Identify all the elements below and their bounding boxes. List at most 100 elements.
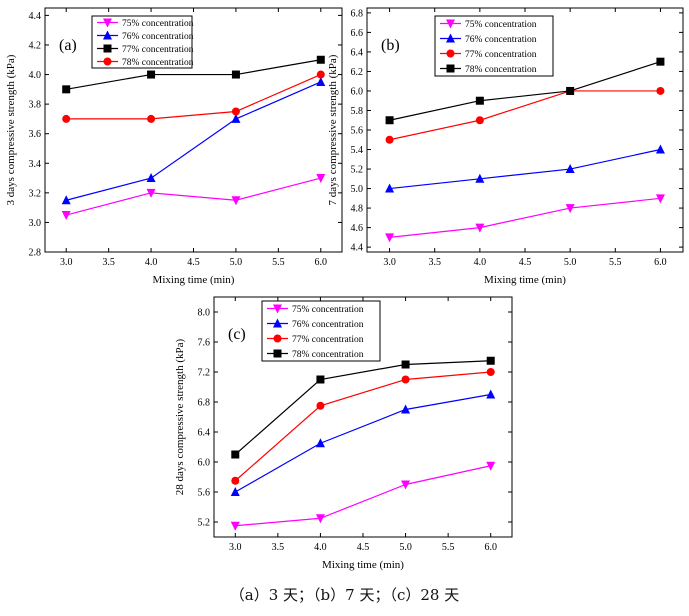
legend-label: 75% concentration <box>292 305 364 315</box>
y-tick-label: 4.8 <box>351 204 364 215</box>
data-point <box>655 144 665 154</box>
data-point <box>230 521 240 531</box>
data-point <box>385 183 395 193</box>
data-point <box>315 514 325 524</box>
legend-label: 78% concentration <box>292 350 364 360</box>
data-point <box>146 173 156 183</box>
data-point <box>316 76 326 86</box>
x-tick-label: 4.5 <box>187 257 200 268</box>
y-tick-label: 6.4 <box>198 428 211 439</box>
data-point <box>61 195 71 205</box>
legend-label: 76% concentration <box>122 32 194 42</box>
x-tick-label: 5.0 <box>564 257 577 268</box>
legend-marker <box>446 33 455 43</box>
y-tick-label: 3.2 <box>29 188 42 199</box>
x-tick-label: 3.0 <box>229 542 242 553</box>
series-4 <box>385 57 665 125</box>
x-tick-label: 4.0 <box>145 257 158 268</box>
legend-label: 77% concentration <box>465 50 537 60</box>
data-point <box>486 356 495 365</box>
y-tick-label: 4.4 <box>29 11 42 22</box>
series-line <box>389 148 661 190</box>
y-tick-label: 6.2 <box>351 67 364 78</box>
data-point <box>231 107 240 116</box>
legend-marker <box>446 19 455 29</box>
data-point <box>656 57 665 66</box>
data-point <box>316 70 325 79</box>
plot-frame <box>44 7 343 253</box>
chart-panel-2: 3.0 3.5 4.0 4.5 5.0 5.5 6.0 4.4 4.6 4.8 5.0 5.2 5.4 5… <box>327 7 684 286</box>
data-point <box>61 211 71 221</box>
data-point <box>62 114 71 123</box>
legend: 75% concentration 76% concentration 77% co… <box>261 300 381 362</box>
x-tick-label: 3.0 <box>60 257 73 268</box>
data-point <box>231 476 240 485</box>
series-line <box>66 177 321 216</box>
y-axis-label: 3 days compressive strength (kPa) <box>5 54 17 205</box>
data-point <box>401 375 410 384</box>
data-point <box>231 196 241 206</box>
series-line <box>235 465 491 527</box>
y-tick-label: 2.8 <box>29 248 42 259</box>
data-point <box>486 368 495 376</box>
data-point <box>566 86 575 95</box>
x-tick-label: 4.0 <box>314 542 327 553</box>
data-point <box>565 204 575 214</box>
series-line <box>389 61 661 121</box>
legend-marker <box>273 349 282 358</box>
series-line <box>234 393 491 493</box>
legend-marker <box>103 57 112 66</box>
legend-label: 76% concentration <box>292 320 364 330</box>
series-line <box>389 197 661 238</box>
legend-marker <box>446 49 455 58</box>
y-tick-label: 7.2 <box>198 368 211 379</box>
x-axis-label: Mixing time (min) <box>322 559 404 571</box>
y-tick-label: 6.8 <box>198 398 211 409</box>
legend-box <box>261 300 381 362</box>
data-point <box>230 487 240 496</box>
y-tick-label: 6.6 <box>351 28 364 39</box>
legend-label: 77% concentration <box>292 335 364 345</box>
series-3 <box>62 55 325 94</box>
data-point <box>316 401 325 410</box>
legend-label: 76% concentration <box>465 35 537 45</box>
x-tick-label: 3.5 <box>272 542 285 553</box>
legend-marker <box>446 64 455 73</box>
data-point <box>385 233 395 243</box>
series-4 <box>62 70 325 123</box>
y-axis-label: 7 days compressive strength (kPa) <box>327 54 339 205</box>
series-line <box>66 59 321 90</box>
y-tick-label: 5.0 <box>351 184 364 195</box>
x-tick-label: 5.0 <box>399 542 412 553</box>
panel-label: (b) <box>381 37 400 54</box>
data-point <box>565 164 575 174</box>
panel-label: (c) <box>228 326 246 343</box>
series-1 <box>385 194 665 243</box>
data-point <box>486 389 496 399</box>
x-tick-label: 6.0 <box>654 257 667 268</box>
y-tick-label: 5.6 <box>351 126 364 137</box>
data-point <box>475 116 484 125</box>
legend-marker <box>273 318 282 328</box>
legend: 75% concentration 76% concentration 77% co… <box>434 15 554 77</box>
data-point <box>316 55 325 64</box>
y-tick-label: 5.6 <box>198 488 211 499</box>
y-tick-label: 6.4 <box>351 47 364 58</box>
data-point <box>316 375 325 384</box>
x-tick-label: 3.5 <box>428 257 441 268</box>
data-point <box>316 174 326 184</box>
data-point <box>486 461 496 471</box>
y-tick-label: 3.4 <box>29 159 42 170</box>
y-tick-label: 4.2 <box>29 40 42 51</box>
x-tick-label: 4.5 <box>357 542 370 553</box>
series-line <box>389 90 661 141</box>
x-tick-label: 6.0 <box>484 542 497 553</box>
x-tick-label: 6.0 <box>315 257 328 268</box>
x-tick-label: 3.0 <box>383 257 396 268</box>
legend-label: 75% concentration <box>465 20 537 30</box>
data-point <box>62 85 71 94</box>
x-tick-label: 5.5 <box>272 257 285 268</box>
legend-label: 77% concentration <box>122 45 194 55</box>
y-tick-label: 5.2 <box>198 518 211 529</box>
